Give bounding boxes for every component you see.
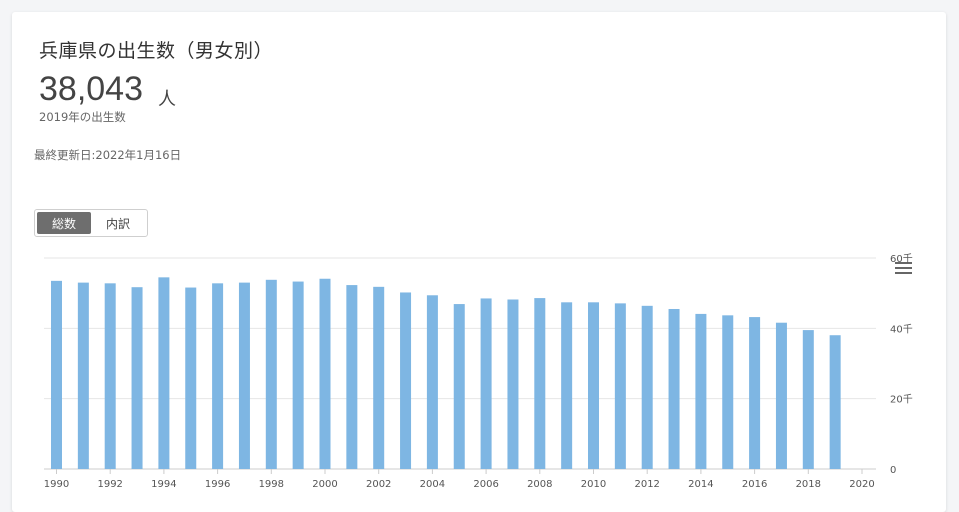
bar xyxy=(185,288,196,469)
bar xyxy=(669,309,680,469)
y-tick-label: 0 xyxy=(890,465,896,476)
bar xyxy=(454,304,465,469)
bar xyxy=(803,330,814,469)
bar xyxy=(212,283,223,469)
bar xyxy=(105,283,116,469)
bar-chart: 0 20千 40千 60千 1990 1992 1994 1996 1998 2000 2002 20… xyxy=(0,0,959,500)
bar xyxy=(642,306,653,469)
x-tick-label: 2018 xyxy=(796,479,821,490)
bar xyxy=(776,323,787,469)
bar xyxy=(373,287,384,469)
bar xyxy=(507,299,518,469)
bar xyxy=(158,277,169,469)
bar xyxy=(695,314,706,469)
bar xyxy=(561,302,572,469)
bar xyxy=(534,298,545,469)
x-tick-label: 2008 xyxy=(527,479,552,490)
bar xyxy=(346,285,357,469)
bar xyxy=(51,281,62,469)
x-tick-label: 1992 xyxy=(97,479,122,490)
x-tick-label: 2002 xyxy=(366,479,391,490)
x-tick-label: 2004 xyxy=(420,479,445,490)
x-tick-label: 2020 xyxy=(849,479,874,490)
y-tick-label: 20千 xyxy=(890,394,913,406)
bar xyxy=(78,283,89,469)
bar xyxy=(320,279,331,469)
bar xyxy=(132,287,143,469)
x-tick-label: 2000 xyxy=(312,479,337,490)
bar xyxy=(293,282,304,469)
bar xyxy=(588,302,599,469)
x-tick-label: 2006 xyxy=(473,479,498,490)
bar xyxy=(830,335,841,469)
bar xyxy=(481,298,492,469)
x-tick-label: 2016 xyxy=(742,479,767,490)
x-tick-label: 2012 xyxy=(634,479,659,490)
bar xyxy=(615,303,626,469)
x-tick-label: 2010 xyxy=(581,479,606,490)
bar xyxy=(749,317,760,469)
x-tick-label: 1990 xyxy=(44,479,69,490)
bar xyxy=(400,292,411,469)
x-tick-label: 1998 xyxy=(259,479,284,490)
y-tick-label: 60千 xyxy=(890,253,913,265)
x-tick-label: 2014 xyxy=(688,479,713,490)
bar xyxy=(239,283,250,469)
y-tick-label: 40千 xyxy=(890,323,913,335)
x-tick-label: 1996 xyxy=(205,479,230,490)
bar xyxy=(266,280,277,469)
bar xyxy=(722,315,733,469)
bar xyxy=(427,295,438,469)
x-tick-label: 1994 xyxy=(151,479,176,490)
